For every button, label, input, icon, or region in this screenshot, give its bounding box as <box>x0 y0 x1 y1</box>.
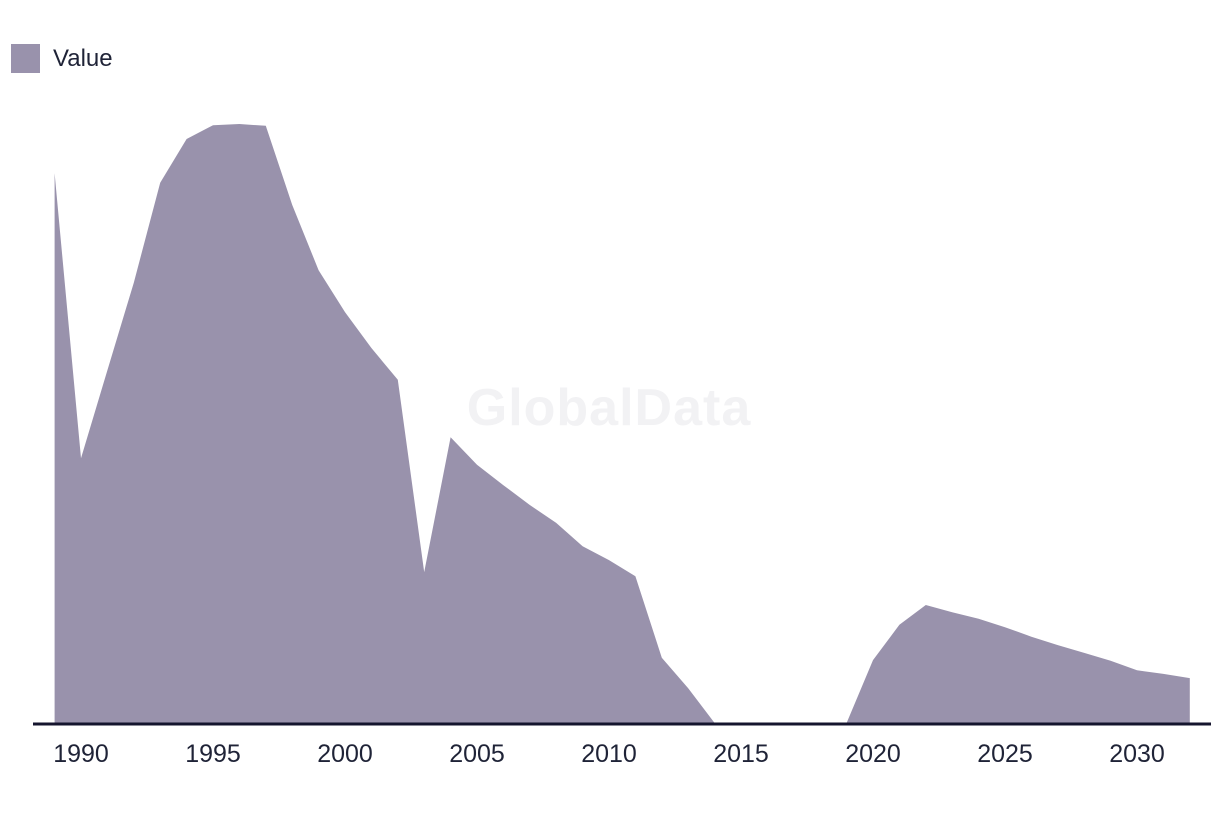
legend-label: Value <box>53 45 113 72</box>
area-series-value <box>54 124 1190 723</box>
legend-item-value[interactable]: Value <box>11 44 113 73</box>
legend-swatch <box>11 44 40 73</box>
